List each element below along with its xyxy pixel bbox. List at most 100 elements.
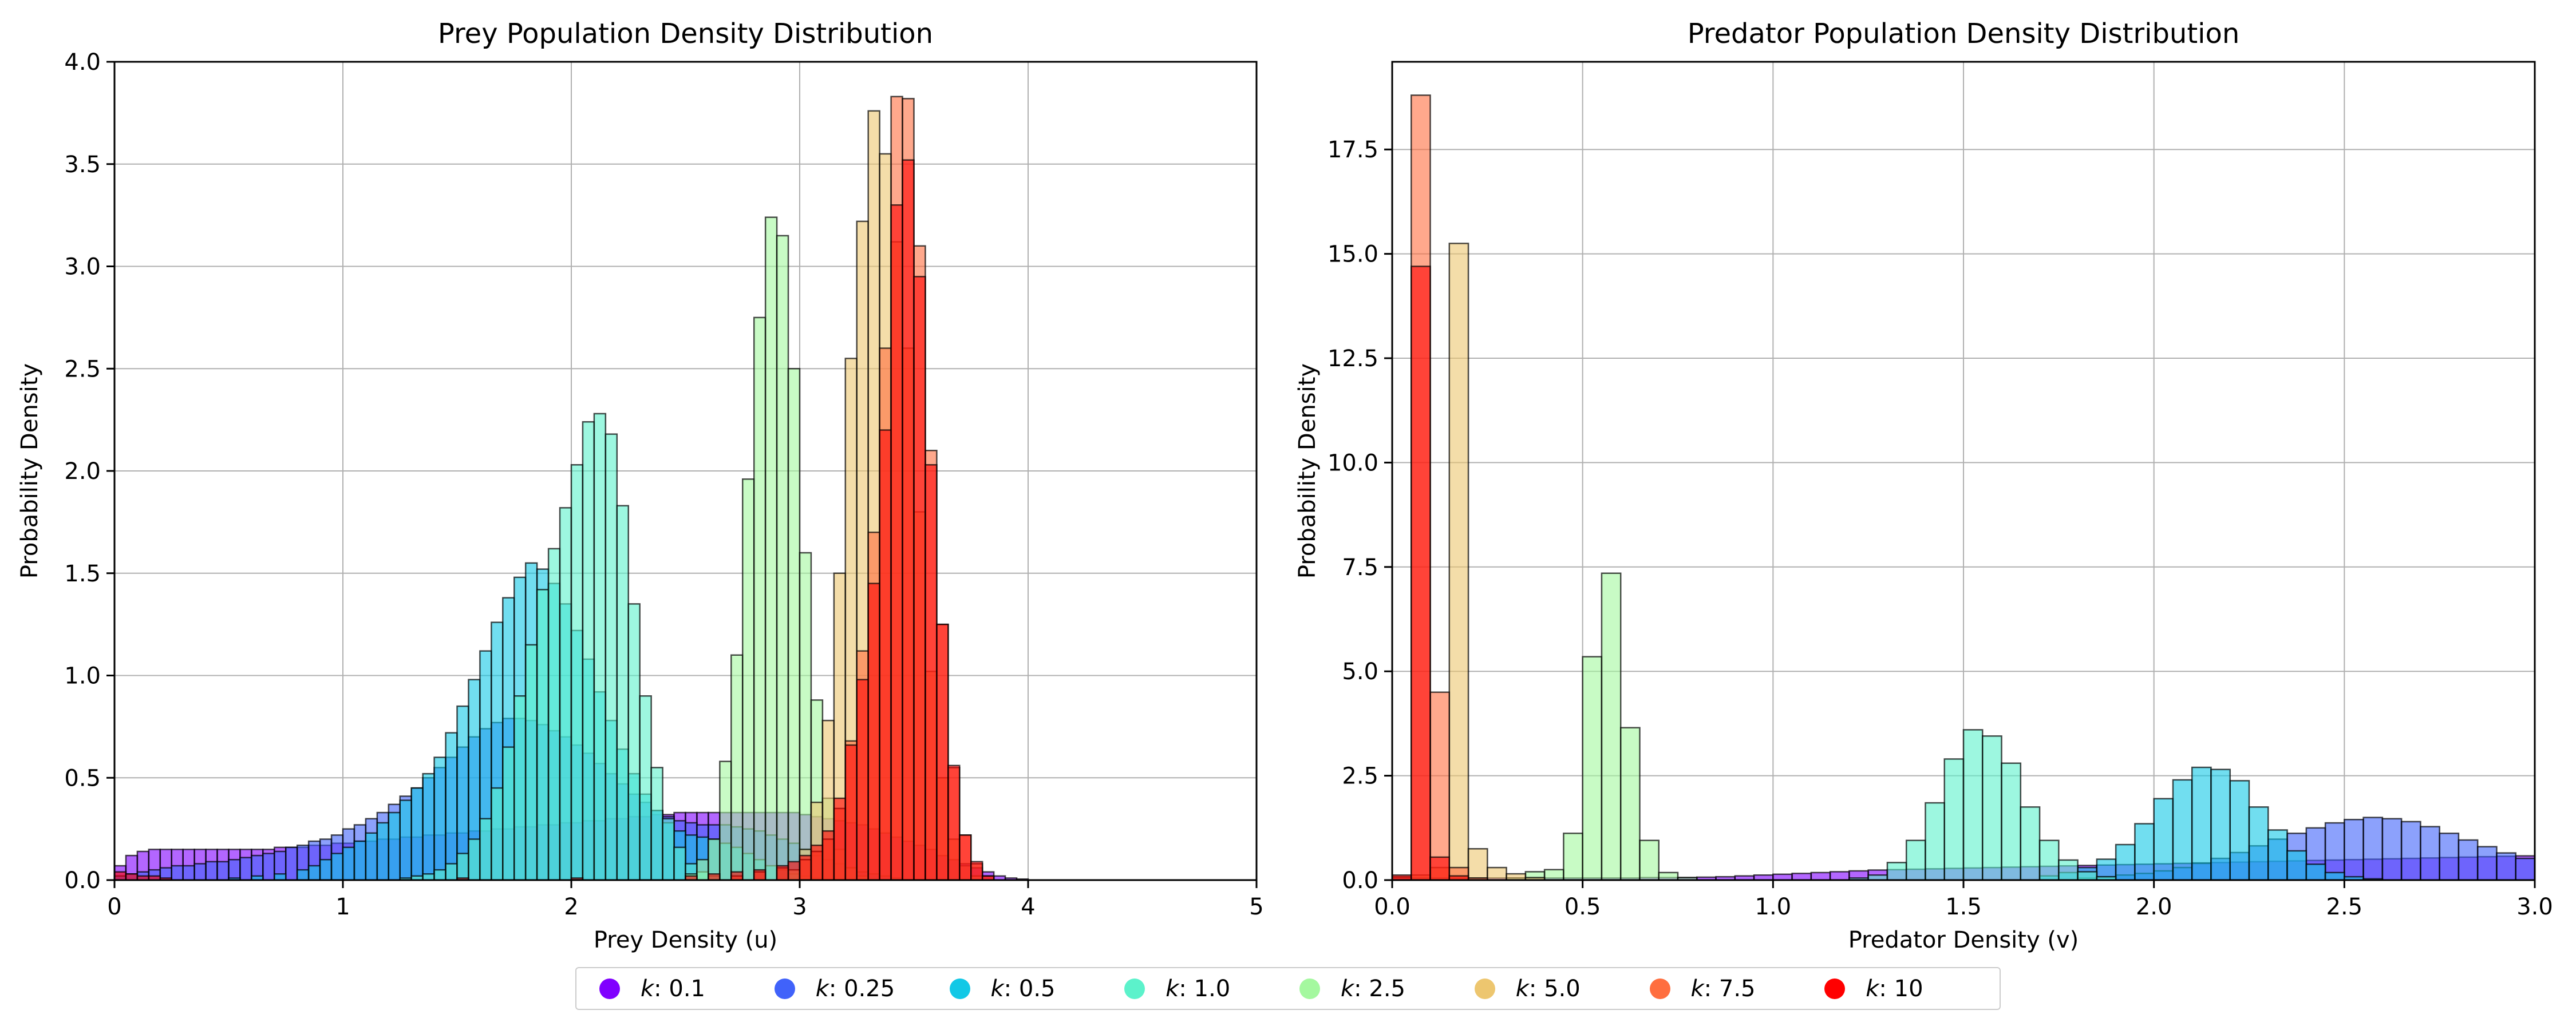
histogram-bar — [1429, 691, 1451, 881]
legend-value: : 0.1 — [654, 975, 705, 1002]
legend-marker — [1474, 978, 1495, 999]
histogram-bar — [856, 679, 869, 881]
y-tick-label: 4.0 — [64, 49, 101, 76]
histogram-bar — [502, 746, 515, 881]
histogram-bar — [2476, 846, 2498, 881]
y-tick-label: 3.0 — [64, 254, 101, 280]
histogram-bar — [844, 744, 858, 881]
histogram-bar — [125, 873, 139, 881]
histogram-bar — [228, 859, 241, 881]
histogram-bar — [627, 603, 641, 881]
histogram-bar — [491, 787, 504, 881]
histogram-bar — [821, 830, 835, 881]
histogram-bar — [479, 818, 492, 881]
legend-marker — [1299, 978, 1320, 999]
histogram-bar — [1791, 873, 1812, 881]
y-tick-label: 2.5 — [1342, 763, 1378, 790]
histogram-bar — [1905, 839, 1926, 881]
legend-value: : 7.5 — [1704, 975, 1756, 1002]
legend-k-label: k — [1515, 975, 1529, 1002]
legend-item-k-1.0: k: 1.0 — [1124, 976, 1299, 1002]
x-tick-label: 3.0 — [2516, 894, 2553, 920]
histogram-bar — [1411, 266, 1431, 881]
legend-value: : 0.5 — [1003, 975, 1056, 1002]
histogram-bar — [1943, 758, 1965, 881]
histogram-bar — [524, 644, 538, 881]
histogram-bar — [445, 732, 458, 881]
histogram-bar — [879, 429, 892, 881]
legend-item-k-0.25: k: 0.25 — [774, 976, 950, 1002]
y-tick-label: 2.5 — [64, 356, 101, 382]
legend-marker — [1824, 978, 1846, 999]
x-tick-label: 0.5 — [1564, 894, 1601, 920]
histogram-bar — [319, 859, 333, 881]
histogram-bar — [2038, 839, 2060, 881]
legend-marker — [949, 978, 970, 999]
y-tick-label: 1.5 — [64, 561, 101, 587]
legend-item-k-2.5: k: 2.5 — [1299, 976, 1475, 1002]
legend-k-label: k — [1165, 975, 1179, 1002]
y-tick-label: 0.0 — [64, 867, 101, 894]
legend-item-k-0.1: k: 0.1 — [599, 976, 775, 1002]
histogram-bar — [2020, 806, 2041, 881]
y-axis-label: Probability Density — [1294, 363, 1321, 579]
x-axis-label: Predator Density (v) — [1848, 927, 2079, 953]
histogram-bar — [1563, 833, 1583, 881]
histogram-bar — [2400, 821, 2421, 881]
histogram-bar — [1601, 572, 1622, 881]
legend-k-label: k — [1866, 975, 1879, 1002]
histogram-bar — [764, 216, 778, 881]
series-k--1.0 — [1848, 729, 2117, 881]
histogram-bar — [673, 846, 686, 881]
histogram-bar — [433, 869, 447, 881]
histogram-bar — [433, 756, 447, 881]
prey-histogram-panel: 0 1 2 3 4 5 0.0 0.5 1.0 1.5 2.0 2.5 3.0 3.5 4.0 Prey Po… — [17, 18, 1264, 953]
legend-item-k-7.5: k: 7.5 — [1649, 975, 1825, 1002]
histogram-bar — [2248, 806, 2269, 881]
legend-k-label: k — [1690, 975, 1704, 1002]
histogram-bar — [730, 654, 744, 881]
histogram-bar — [902, 159, 915, 881]
histogram-bar — [1543, 869, 1564, 881]
histogram-bar — [285, 846, 298, 881]
histogram-bar — [593, 413, 607, 881]
legend-k-label: k — [1341, 975, 1354, 1002]
histogram-bar — [947, 764, 961, 881]
legend-item-k-0.5: k: 0.5 — [949, 975, 1125, 1002]
histogram-bar — [422, 772, 435, 881]
histogram-bar — [959, 834, 972, 881]
chart-title: Predator Population Density Distribution — [1688, 18, 2240, 50]
histogram-bar — [113, 871, 127, 881]
x-tick-label: 0 — [107, 894, 121, 920]
histogram-bar — [2134, 823, 2155, 881]
histogram-bar — [1487, 866, 1507, 881]
histogram-bar — [776, 865, 789, 881]
histogram-bar — [1506, 873, 1527, 881]
histogram-bar — [216, 861, 230, 881]
histogram-bar — [913, 276, 926, 881]
histogram-bar — [2001, 762, 2022, 881]
histogram-bar — [2305, 863, 2326, 881]
histogram-bar — [2058, 859, 2079, 881]
histogram-bar — [2286, 850, 2308, 881]
histogram-bar — [1619, 727, 1641, 881]
histogram-bar — [708, 873, 721, 881]
histogram-bar — [833, 797, 847, 881]
histogram-bar — [2172, 779, 2193, 881]
histogram-bar — [274, 873, 287, 881]
histogram-bar — [1448, 243, 1469, 881]
series-k--5.0 — [1411, 243, 1546, 881]
histogram-bar — [582, 421, 595, 881]
histogram-bar — [171, 865, 184, 881]
histogram-bar — [513, 695, 527, 881]
histogram-bar — [2439, 833, 2460, 881]
histogram-bar — [753, 316, 767, 881]
histogram-bar — [307, 865, 321, 881]
histogram-bar — [2496, 852, 2516, 881]
histogram-bar — [1429, 856, 1451, 881]
histogram-bar — [2210, 768, 2231, 881]
legend-k-label: k — [990, 975, 1004, 1002]
legend-item-k-10: k: 10 — [1824, 976, 2000, 1002]
legend-value: : 2.5 — [1354, 975, 1405, 1002]
